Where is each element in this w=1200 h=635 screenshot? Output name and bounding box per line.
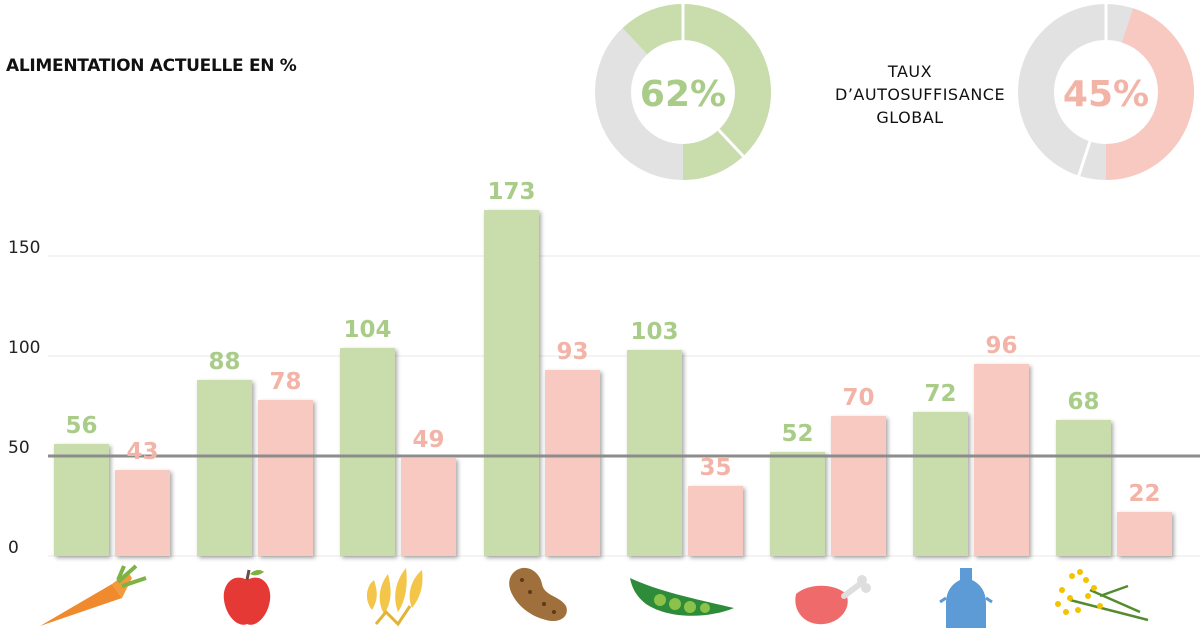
bar-green-potato <box>484 210 539 556</box>
bar-pink-carrot <box>115 470 170 556</box>
wheat-icon <box>366 568 423 627</box>
y-tick-label-100: 100 <box>8 338 40 358</box>
value-label-green-milk-can: 72 <box>924 381 956 407</box>
value-label-green-pea-pod: 103 <box>630 319 678 345</box>
global-label-line-2: D’AUTOSUFFISANCE <box>835 85 1006 104</box>
global-label-line-3: GLOBAL <box>876 108 944 127</box>
donut-pink-separator <box>1077 140 1092 177</box>
value-label-green-meat: 52 <box>781 421 813 447</box>
bar-pink-milk-can <box>974 364 1029 556</box>
donut-pink-value: 45% <box>1063 74 1149 115</box>
apple-icon <box>223 569 271 625</box>
y-tick-label-150: 150 <box>8 238 40 258</box>
rapeseed-icon <box>1055 569 1149 622</box>
value-label-pink-potato: 93 <box>556 339 588 365</box>
bar-pink-wheat <box>401 458 456 556</box>
value-label-pink-pea-pod: 35 <box>699 455 731 481</box>
bars-layer <box>54 210 1172 556</box>
bar-green-meat <box>770 452 825 556</box>
milk-can-icon <box>939 568 993 628</box>
value-label-pink-milk-can: 96 <box>985 333 1017 359</box>
bar-pink-rapeseed <box>1117 512 1172 556</box>
bar-pink-potato <box>545 370 600 556</box>
value-label-pink-meat: 70 <box>842 385 874 411</box>
potato-icon <box>509 567 567 622</box>
bar-green-wheat <box>340 348 395 556</box>
y-tick-label-0: 0 <box>8 538 19 558</box>
value-label-pink-rapeseed: 22 <box>1128 481 1160 507</box>
bar-pink-meat <box>831 416 886 556</box>
donut-green-value: 62% <box>640 74 726 115</box>
global-self-sufficiency-label: TAUX D’AUTOSUFFISANCE GLOBAL <box>835 60 1006 129</box>
value-labels-layer: 56 88 104 173 103 52 72 68 43 78 49 93 35 70 96 22 <box>65 179 1160 507</box>
global-donuts: 62% 45% <box>595 4 1194 180</box>
value-label-green-carrot: 56 <box>65 413 97 439</box>
bar-green-apple <box>197 380 252 556</box>
meat-icon <box>795 575 871 625</box>
donut-green-separator <box>717 128 745 158</box>
carrot-icon <box>40 564 147 626</box>
bar-pink-pea-pod <box>688 486 743 556</box>
bar-green-rapeseed <box>1056 420 1111 556</box>
bar-green-pea-pod <box>627 350 682 556</box>
value-label-pink-carrot: 43 <box>126 439 158 465</box>
value-label-green-rapeseed: 68 <box>1067 389 1099 415</box>
bar-pink-apple <box>258 400 313 556</box>
value-label-green-wheat: 104 <box>343 317 391 343</box>
value-label-green-potato: 173 <box>487 179 535 205</box>
bar-green-carrot <box>54 444 109 556</box>
global-label-line-1: TAUX <box>887 62 933 81</box>
donut-pink-arc <box>1018 4 1194 180</box>
pea-pod-icon <box>630 578 734 616</box>
grid-layer: 0 50 100 150 <box>8 238 1200 558</box>
bar-green-milk-can <box>913 412 968 556</box>
chart-title: ALIMENTATION ACTUELLE EN % <box>6 56 297 76</box>
value-label-pink-apple: 78 <box>269 369 301 395</box>
value-label-green-apple: 88 <box>208 349 240 375</box>
y-tick-label-50: 50 <box>8 438 30 458</box>
value-label-pink-wheat: 49 <box>412 427 444 453</box>
